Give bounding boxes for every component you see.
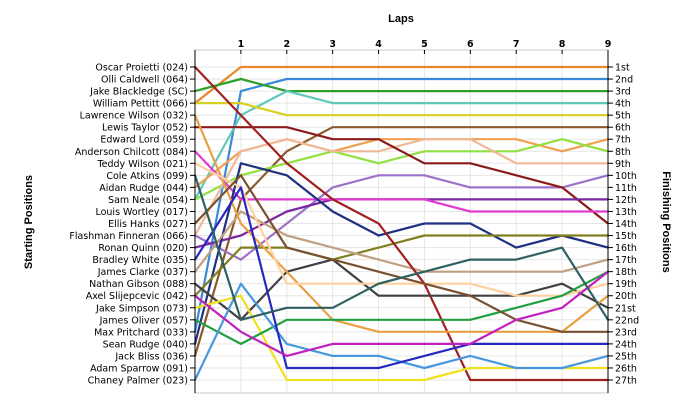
start-label: Lawrence Wilson (032) [80,111,188,122]
finish-label: 1st [615,63,630,74]
start-label: Teddy Wilson (021) [96,159,188,170]
left-axis-title: Starting Positions [23,175,35,269]
series-line [193,65,610,105]
series-line [193,101,610,117]
start-label: Flashman Finneran (066) [69,231,188,242]
series-line [193,162,610,345]
x-tick-label: 3 [329,39,336,50]
start-label: Edward Lord (059) [100,135,188,146]
finish-label: 15th [615,231,637,242]
right-axis-title: Finishing Positions [660,171,672,272]
start-label: Adam Sparrow (091) [90,363,188,374]
finish-label: 5th [615,111,631,122]
finish-label: 12th [615,195,637,206]
x-tick-label: 6 [467,39,474,50]
series-line [193,270,610,357]
finish-label: 20th [615,291,637,302]
x-tick-label: 8 [559,39,566,50]
start-label: Jake Blackledge (SC) [89,87,188,98]
series-line [193,126,610,225]
start-labels: Oscar Proietti (024)Olli Caldwell (064)J… [69,63,195,387]
series-line [193,150,610,213]
series-layer [193,65,610,382]
series-line [193,77,610,93]
start-label: Sam Neale (054) [108,195,188,206]
start-label: James Clarke (037) [97,267,188,278]
series-line [193,210,610,273]
finish-label: 13th [615,207,637,218]
x-tick-label: 5 [421,39,428,50]
series-line [193,126,610,357]
start-label: Chaney Palmer (023) [88,376,188,387]
x-tick-label: 2 [283,39,290,50]
finish-label: 4th [615,99,631,110]
start-label: William Pettitt (066) [93,99,188,110]
start-label: Olli Caldwell (064) [101,75,188,86]
series-line [193,174,610,321]
start-label: Jack Bliss (036) [114,351,188,362]
series-line [193,186,610,370]
start-label: James Oliver (057) [99,315,188,326]
finish-label: 8th [615,147,631,158]
series-line [193,114,610,333]
finish-label: 2nd [615,75,633,86]
finish-label: 9th [615,159,631,170]
start-label: Oscar Proietti (024) [95,63,188,74]
finish-label: 7th [615,135,631,146]
finish-labels: 1st2nd3rd4th5th6th7th8th9th10th11th12th1… [608,63,639,387]
finish-label: 17th [615,255,637,266]
finish-label: 23rd [615,327,637,338]
series-line [193,77,610,333]
finish-label: 26th [615,363,637,374]
finish-label: 11th [615,183,637,194]
series-line [193,174,610,261]
series-line [193,89,610,201]
finish-label: 25th [615,351,637,362]
series-line [193,162,610,297]
series-line [193,65,610,382]
finish-label: 18th [615,267,637,278]
finish-label: 19th [615,279,637,290]
chart-title: Laps [388,13,414,25]
x-tick-label: 1 [238,39,245,50]
start-label: Ellis Hanks (027) [108,219,188,230]
x-tick-label: 9 [605,39,612,50]
finish-label: 27th [615,376,637,387]
series-line [193,138,610,237]
finish-label: 3rd [615,87,631,98]
series-line [193,270,610,345]
finish-label: 6th [615,123,631,134]
start-label: Ronan Quinn (020) [98,243,188,254]
start-label: Nathan Gibson (088) [89,279,188,290]
start-label: Aidan Rudge (044) [99,183,188,194]
start-label: Cole Atkins (099) [106,171,188,182]
start-label: Jake Simpson (073) [95,303,188,314]
finish-label: 16th [615,243,637,254]
finish-label: 14th [615,219,637,230]
start-label: Louis Wortley (017) [95,207,188,218]
x-tick-label: 7 [513,39,520,50]
series-line [193,138,610,201]
finish-label: 24th [615,339,637,350]
finish-label: 21st [615,303,636,314]
series-line [193,258,610,321]
finish-label: 10th [615,171,637,182]
start-label: Sean Rudge (040) [103,339,188,350]
x-tick-labels: 1 2 3 4 5 6 7 8 9 [238,39,612,54]
start-label: Bradley White (035) [92,255,188,266]
start-label: Anderson Chilcott (084) [75,147,188,158]
start-label: Max Pritchard (033) [94,327,188,338]
start-label: Axel Slijepcevic (042) [86,291,188,302]
finish-label: 22nd [615,315,639,326]
x-tick-label: 4 [375,39,382,50]
start-label: Lewis Taylor (052) [102,123,188,134]
